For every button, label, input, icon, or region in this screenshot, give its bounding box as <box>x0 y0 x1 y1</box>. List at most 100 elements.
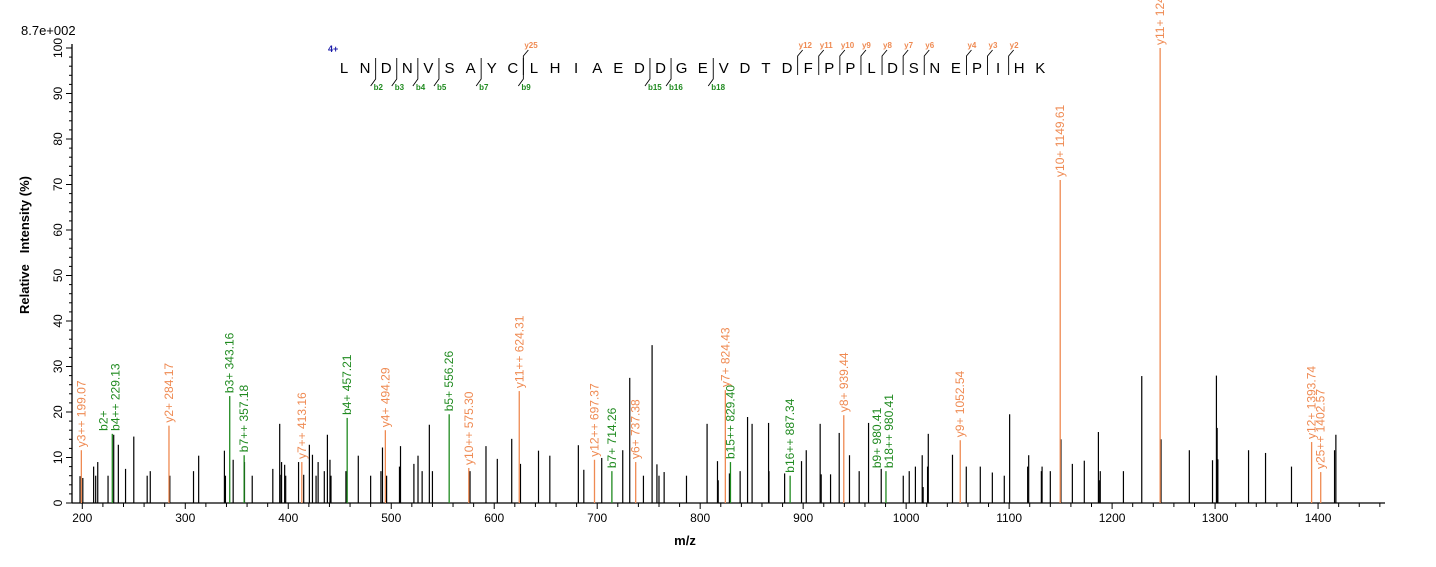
y-ion-label: y8+ 939.44 <box>837 352 851 412</box>
b-fragment-label: b18 <box>711 83 725 92</box>
axes: 200 300 400 500 600 700 800 900 1000 1100 1200 1300… <box>51 38 1385 525</box>
residue: N <box>360 60 371 77</box>
x-tick-label: 1100 <box>996 511 1022 525</box>
y-tick-label: 20 <box>51 405 65 419</box>
residue: H <box>550 60 561 77</box>
residue: A <box>592 60 602 77</box>
residue: P <box>845 60 855 77</box>
y-ion-label: y12+ 1393.74 <box>1305 366 1319 439</box>
b-ion-label: b5+ 556.26 <box>442 351 456 412</box>
y-fragment-marker <box>966 49 972 75</box>
y-tick-label: 70 <box>51 178 65 192</box>
b-ion-label: b7+ 714.26 <box>605 407 619 468</box>
b-fragment-label: b5 <box>437 83 447 92</box>
residue: D <box>655 60 666 77</box>
residue: E <box>613 60 623 77</box>
y-tick-label: 10 <box>51 451 65 465</box>
residue: I <box>574 60 578 77</box>
y-fragment-label: y7 <box>904 41 913 50</box>
b-fragment-label: b7 <box>479 83 489 92</box>
residue: Y <box>487 60 497 77</box>
y-axis-title: Relative Intensity (%) <box>17 176 32 314</box>
x-tick-label: 1300 <box>1202 511 1229 525</box>
residue: T <box>761 60 770 77</box>
residue: E <box>698 60 708 77</box>
y-tick-label: 100 <box>51 38 65 58</box>
residue: D <box>634 60 645 77</box>
x-tick-label: 1400 <box>1305 511 1332 525</box>
b-ion-label: b9+ 980.41 <box>870 407 884 468</box>
residue: D <box>381 60 392 77</box>
y-ion-label: y7+ 824.43 <box>718 327 732 387</box>
x-tick-label: 300 <box>175 511 195 525</box>
x-tick-label: 800 <box>690 511 710 525</box>
residue: S <box>909 60 919 77</box>
residue: F <box>804 60 813 77</box>
b-fragment-marker <box>475 58 482 87</box>
peptide-sequence: 4+ L N D N V S A Y C L H I A E D D G E V D T D F P P L D S N E P I H Kb2 b… <box>328 41 1045 92</box>
y-fragment-label: y25 <box>524 41 538 50</box>
b-fragment-marker <box>707 58 714 87</box>
residue: D <box>739 60 750 77</box>
x-axis-title: m/z <box>674 533 696 548</box>
y-ion-label: y10++ 575.30 <box>462 391 476 465</box>
b-ion-label: b4++ 229.13 <box>108 363 122 431</box>
b-fragment-marker <box>433 58 440 87</box>
y-fragment-marker <box>881 49 888 75</box>
residue: L <box>530 60 538 77</box>
b-fragment-marker <box>391 58 398 87</box>
y-fragment-label: y4 <box>967 41 976 50</box>
y-tick-label: 0 <box>51 499 65 506</box>
y-ion-label: y7++ 413.16 <box>295 392 309 459</box>
residue: H <box>1014 60 1025 77</box>
b-fragment-marker <box>370 58 377 87</box>
y-ion-label: y2+ 284.17 <box>162 363 176 423</box>
b-fragment-label: b3 <box>395 83 405 92</box>
b-ion-label: b15++ 829.40 <box>723 385 737 459</box>
b-ion-label: b3+ 343.16 <box>223 332 237 393</box>
y-ion-label: y4+ 494.29 <box>378 367 392 427</box>
max-intensity-label: 8.7e+002 <box>21 23 76 38</box>
residue: I <box>996 60 1000 77</box>
y-tick-label: 80 <box>51 132 65 146</box>
x-tick-label: 400 <box>278 511 298 525</box>
charge-state: 4+ <box>328 44 338 54</box>
x-tick-label: 1000 <box>893 511 920 525</box>
y-ion-label: y6+ 737.38 <box>629 399 643 459</box>
residue: P <box>824 60 834 77</box>
y-fragment-marker <box>923 49 930 75</box>
residue: N <box>929 60 940 77</box>
y-fragment-label: y9 <box>862 41 871 50</box>
y-ion-label: y9+ 1052.54 <box>953 370 967 437</box>
residue: V <box>719 60 729 77</box>
peaks <box>79 48 1337 503</box>
y-fragment-marker <box>902 49 909 75</box>
y-fragment-marker <box>818 49 825 75</box>
b-fragment-label: b9 <box>521 83 531 92</box>
b-fragment-marker <box>517 58 524 87</box>
y-fragment-label: y12 <box>799 41 813 50</box>
b-ion-label: b2+ <box>96 410 110 430</box>
y-fragment-marker <box>522 49 529 75</box>
residue: K <box>1035 60 1045 77</box>
x-tick-label: 500 <box>381 511 401 525</box>
b-ion-label: b18++ 980.41 <box>882 394 896 468</box>
b-fragment-label: b4 <box>416 83 426 92</box>
y-ion-label: y25++ 1402.57 <box>1314 389 1328 469</box>
y-fragment-label: y11 <box>820 41 833 50</box>
y-fragment-marker <box>987 49 993 75</box>
y-fragment-marker <box>860 49 867 75</box>
y-fragment-label: y3 <box>989 41 998 50</box>
b-fragment-label: b15 <box>648 83 662 92</box>
y-fragment-label: y8 <box>883 41 892 50</box>
y-fragment-label: y2 <box>1010 41 1019 50</box>
y-ion-label: y11++ 624.31 <box>512 315 526 388</box>
residue: P <box>972 60 982 77</box>
y-fragment-label: y6 <box>925 41 934 50</box>
x-tick-label: 700 <box>587 511 607 525</box>
y-ion-label: y12++ 697.37 <box>587 383 601 457</box>
b-ion-label: b16++ 887.34 <box>783 398 797 472</box>
y-tick-label: 60 <box>51 223 65 237</box>
residue: G <box>676 60 688 77</box>
